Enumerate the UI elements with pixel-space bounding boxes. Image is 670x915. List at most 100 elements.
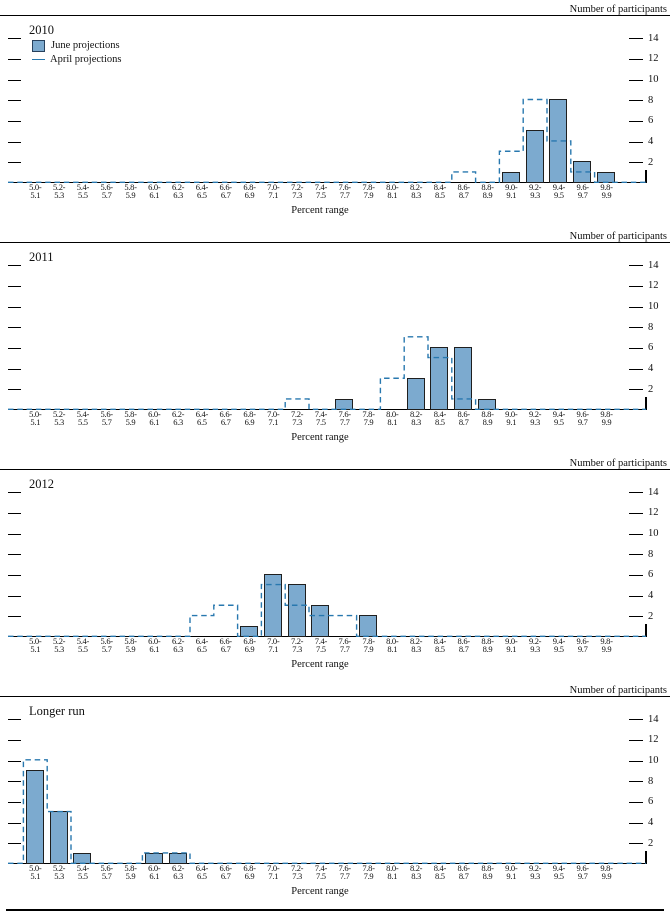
x-axis-title: Percent range (291, 205, 349, 216)
y-axis-title: Number of participants (569, 231, 667, 242)
x-axis-labels: 5.0- 5.1 5.2- 5.3 5.4- 5.5 5.6- 5.7 5.8- 5.9 6.0- 6… (0, 636, 670, 656)
y-tick-left (8, 58, 21, 60)
june-projection-bar (573, 161, 592, 183)
x-axis-title: Percent range (291, 886, 349, 897)
x-bin-label: 5.6- 5.7 (100, 636, 114, 654)
x-bin-label: 6.0- 6.1 (148, 863, 161, 881)
x-bin-label: 7.2- 7.3 (290, 182, 304, 200)
x-bin-label: 9.8- 9.9 (600, 636, 613, 654)
y-tick-label: 12 (648, 507, 659, 519)
june-projection-bar (549, 99, 568, 183)
panel-title: 2011 (29, 250, 54, 264)
x-bin-label: 9.2- 9.3 (528, 863, 542, 881)
x-bin-label: 6.6- 6.7 (219, 863, 233, 881)
x-bin-label: 9.4- 9.5 (552, 636, 566, 654)
x-bin-label: 7.6- 7.7 (338, 409, 352, 427)
y-tick-right (629, 533, 643, 535)
x-bin-label: 9.2- 9.3 (528, 636, 542, 654)
y-tick-right (629, 616, 643, 618)
x-bin-label: 5.4- 5.5 (76, 863, 90, 881)
y-tick-left (8, 492, 21, 494)
y-tick-right (629, 285, 643, 287)
y-tick-label: 8 (648, 775, 654, 787)
x-bin-label: 6.8- 6.9 (243, 409, 256, 427)
y-tick-label: 2 (648, 383, 654, 395)
y-tick-right (629, 162, 643, 164)
x-bin-label: 5.0- 5.1 (29, 636, 42, 654)
y-tick-right (629, 843, 643, 845)
x-bin-label: 6.2- 6.3 (171, 863, 185, 881)
y-tick-right (629, 38, 643, 40)
x-bin-label: 5.0- 5.1 (29, 409, 42, 427)
x-bin-label: 6.2- 6.3 (171, 636, 185, 654)
x-bin-label: 8.6- 8.7 (457, 409, 471, 427)
x-bin-label: 5.0- 5.1 (29, 863, 42, 881)
y-tick-left (8, 739, 21, 741)
y-tick-label: 4 (648, 817, 654, 829)
y-tick-label: 10 (648, 755, 659, 766)
y-axis-title: Number of participants (569, 4, 667, 15)
y-tick-right (629, 739, 643, 741)
y-tick-label: 6 (648, 796, 654, 808)
june-projection-bar (430, 346, 449, 410)
y-tick-label: 10 (648, 301, 659, 312)
y-tick-right (629, 79, 643, 81)
x-bin-label: 9.2- 9.3 (528, 409, 542, 427)
x-bin-label: 9.6- 9.7 (576, 636, 590, 654)
y-tick-left (8, 162, 21, 164)
x-bin-label: 5.2- 5.3 (52, 636, 66, 654)
x-bin-label: 5.2- 5.3 (52, 182, 66, 200)
y-tick-left (8, 616, 21, 618)
x-bin-label: 7.8- 7.9 (362, 409, 375, 427)
y-tick-label: 6 (648, 115, 654, 127)
x-bin-label: 9.6- 9.7 (576, 863, 590, 881)
june-projection-bar (406, 377, 425, 410)
y-tick-label: 10 (648, 528, 659, 539)
y-tick-right (629, 512, 643, 514)
x-bin-label: 6.8- 6.9 (243, 636, 256, 654)
x-bin-label: 8.8- 8.9 (481, 182, 494, 200)
x-bin-label: 8.6- 8.7 (457, 182, 471, 200)
x-bin-label: 9.8- 9.9 (600, 863, 613, 881)
x-bin-label: 5.4- 5.5 (76, 636, 90, 654)
april-dash-icon (32, 59, 45, 60)
y-axis-title: Number of participants (569, 458, 667, 469)
y-tick-label: 14 (648, 259, 659, 271)
plot-area-longer-run: Longer run 2 4 6 8 10 12 14 (0, 696, 670, 864)
x-bin-label: 6.8- 6.9 (243, 182, 256, 200)
y-tick-label: 2 (648, 837, 654, 849)
x-bin-label: 8.4- 8.5 (433, 409, 447, 427)
y-tick-left (8, 512, 21, 514)
y-tick-label: 8 (648, 94, 654, 106)
y-tick-label: 10 (648, 74, 659, 85)
x-bin-label: 8.0- 8.1 (386, 636, 399, 654)
x-bin-label: 8.6- 8.7 (457, 636, 471, 654)
x-bin-label: 5.2- 5.3 (52, 863, 66, 881)
y-tick-label: 14 (648, 32, 659, 44)
y-tick-label: 2 (648, 610, 654, 622)
panel-title: 2010 (29, 23, 54, 37)
x-bin-label: 9.0- 9.1 (505, 636, 518, 654)
y-tick-label: 12 (648, 280, 659, 292)
x-bin-label: 7.0- 7.1 (267, 636, 280, 654)
y-tick-right (629, 327, 643, 329)
x-bin-label: 7.8- 7.9 (362, 863, 375, 881)
plot-area-2012: 2012 2 4 6 8 10 12 14 (0, 469, 670, 637)
april-projections-outline (8, 759, 646, 864)
x-bin-label: 7.4- 7.5 (314, 409, 328, 427)
legend-june-label: June projections (51, 40, 120, 51)
y-tick-right (629, 781, 643, 783)
y-tick-left (8, 368, 21, 370)
y-tick-right (629, 389, 643, 391)
y-tick-right (629, 347, 643, 349)
x-bin-label: 7.4- 7.5 (314, 863, 328, 881)
plot-area-2011: 2011 2 4 6 8 10 12 14 (0, 242, 670, 410)
y-tick-right (629, 554, 643, 556)
y-tick-left (8, 554, 21, 556)
x-bin-label: 8.8- 8.9 (481, 863, 494, 881)
right-axis-stub (645, 397, 647, 410)
june-projection-bar (25, 769, 44, 864)
x-axis-labels: 5.0- 5.1 5.2- 5.3 5.4- 5.5 5.6- 5.7 5.8- 5.9 6.0- 6… (0, 863, 670, 883)
x-bin-label: 6.2- 6.3 (171, 182, 185, 200)
